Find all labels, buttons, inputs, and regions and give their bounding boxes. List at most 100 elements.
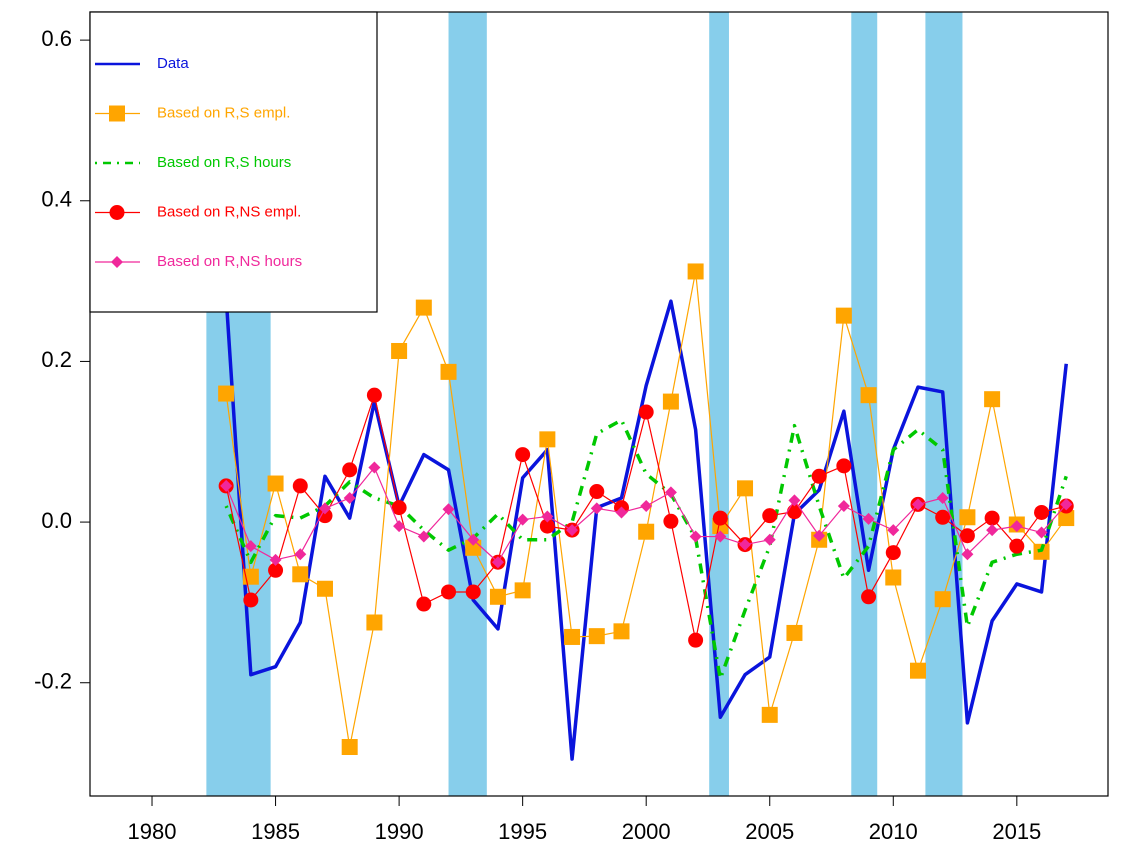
x-tick-label: 2000 bbox=[622, 819, 671, 844]
marker-circle bbox=[292, 478, 308, 494]
marker-diamond bbox=[936, 491, 949, 504]
marker-square bbox=[909, 662, 926, 679]
marker-diamond bbox=[689, 530, 702, 543]
marker-circle bbox=[688, 632, 704, 648]
marker-square bbox=[109, 105, 125, 122]
marker-square bbox=[885, 569, 902, 586]
marker-diamond bbox=[788, 494, 801, 507]
marker-circle bbox=[1009, 538, 1025, 554]
marker-diamond bbox=[491, 556, 504, 569]
marker-diamond bbox=[911, 498, 924, 511]
marker-square bbox=[267, 475, 284, 492]
marker-square bbox=[959, 509, 976, 526]
y-tick-label: -0.2 bbox=[34, 669, 72, 694]
marker-square bbox=[415, 299, 432, 316]
marker-square bbox=[613, 623, 630, 640]
marker-circle bbox=[663, 513, 679, 529]
x-tick-label: 1995 bbox=[498, 819, 547, 844]
marker-square bbox=[786, 624, 803, 641]
marker-diamond bbox=[615, 506, 628, 519]
marker-diamond bbox=[961, 548, 974, 561]
marker-square bbox=[440, 363, 457, 380]
marker-circle bbox=[342, 462, 358, 478]
x-tick-label: 1990 bbox=[375, 819, 424, 844]
marker-circle bbox=[465, 584, 481, 600]
marker-diamond bbox=[813, 529, 826, 542]
marker-diamond bbox=[244, 540, 257, 553]
marker-diamond bbox=[566, 524, 579, 537]
y-tick-label: 0.0 bbox=[41, 508, 72, 533]
marker-diamond bbox=[343, 491, 356, 504]
marker-diamond bbox=[442, 503, 455, 516]
marker-square bbox=[1058, 510, 1075, 527]
marker-circle bbox=[984, 510, 1000, 526]
marker-circle bbox=[589, 484, 605, 500]
marker-square bbox=[564, 628, 581, 645]
marker-diamond bbox=[714, 530, 727, 543]
marker-diamond bbox=[590, 502, 603, 515]
marker-circle bbox=[317, 508, 333, 524]
marker-circle bbox=[1034, 504, 1050, 520]
marker-square bbox=[391, 342, 408, 359]
marker-diamond bbox=[111, 256, 123, 268]
legend: Data Based on R,S empl. Based on R,S hours… bbox=[89, 11, 378, 313]
marker-circle bbox=[268, 562, 284, 578]
marker-diamond bbox=[837, 500, 850, 513]
x-tick-label: 2005 bbox=[745, 819, 794, 844]
marker-circle bbox=[959, 528, 975, 544]
marker-square bbox=[984, 391, 1001, 408]
marker-diamond bbox=[294, 548, 307, 561]
x-tick-label: 1985 bbox=[251, 819, 300, 844]
marker-diamond bbox=[640, 500, 653, 513]
marker-square bbox=[218, 385, 235, 402]
series-line bbox=[224, 297, 1068, 761]
legend-label: Based on R,S hours bbox=[157, 154, 291, 171]
marker-square bbox=[737, 480, 754, 497]
plot-area bbox=[206, 12, 1075, 796]
marker-square bbox=[539, 431, 556, 448]
marker-diamond bbox=[862, 512, 875, 525]
marker-circle bbox=[243, 592, 259, 608]
marker-diamond bbox=[739, 538, 752, 551]
y-tick-label: 0.2 bbox=[41, 347, 72, 372]
marker-square bbox=[514, 582, 531, 599]
marker-circle bbox=[515, 447, 531, 463]
marker-circle bbox=[366, 387, 382, 403]
marker-circle bbox=[539, 518, 555, 534]
marker-circle bbox=[762, 508, 778, 524]
marker-diamond bbox=[541, 510, 554, 523]
marker-diamond bbox=[1010, 520, 1023, 533]
marker-square bbox=[489, 588, 506, 605]
marker-circle bbox=[712, 510, 728, 526]
legend-label: Data bbox=[157, 55, 189, 72]
marker-circle bbox=[885, 545, 901, 561]
marker-square bbox=[934, 591, 951, 608]
marker-diamond bbox=[318, 502, 331, 515]
marker-square bbox=[860, 387, 877, 404]
marker-square bbox=[292, 566, 309, 583]
marker-diamond bbox=[986, 524, 999, 537]
legend-label: Based on R,NS empl. bbox=[157, 203, 301, 220]
recession-band bbox=[851, 12, 878, 796]
marker-square bbox=[366, 614, 383, 631]
marker-circle bbox=[391, 500, 407, 516]
marker-square bbox=[638, 523, 655, 540]
marker-diamond bbox=[393, 520, 406, 533]
marker-circle bbox=[441, 584, 457, 600]
marker-diamond bbox=[763, 533, 776, 546]
series-line bbox=[224, 418, 1068, 681]
marker-diamond bbox=[1035, 526, 1048, 539]
marker-diamond bbox=[1060, 498, 1073, 511]
marker-diamond bbox=[220, 479, 233, 492]
marker-diamond bbox=[887, 524, 900, 537]
marker-circle bbox=[861, 589, 877, 605]
marker-square bbox=[588, 628, 605, 645]
marker-circle bbox=[416, 596, 432, 612]
recession-band bbox=[709, 12, 729, 796]
marker-circle bbox=[836, 458, 852, 474]
legend-label: Based on R,S empl. bbox=[157, 104, 290, 121]
plot-frame bbox=[89, 11, 1109, 797]
x-tick-label: 2015 bbox=[992, 819, 1041, 844]
marker-square bbox=[835, 307, 852, 324]
